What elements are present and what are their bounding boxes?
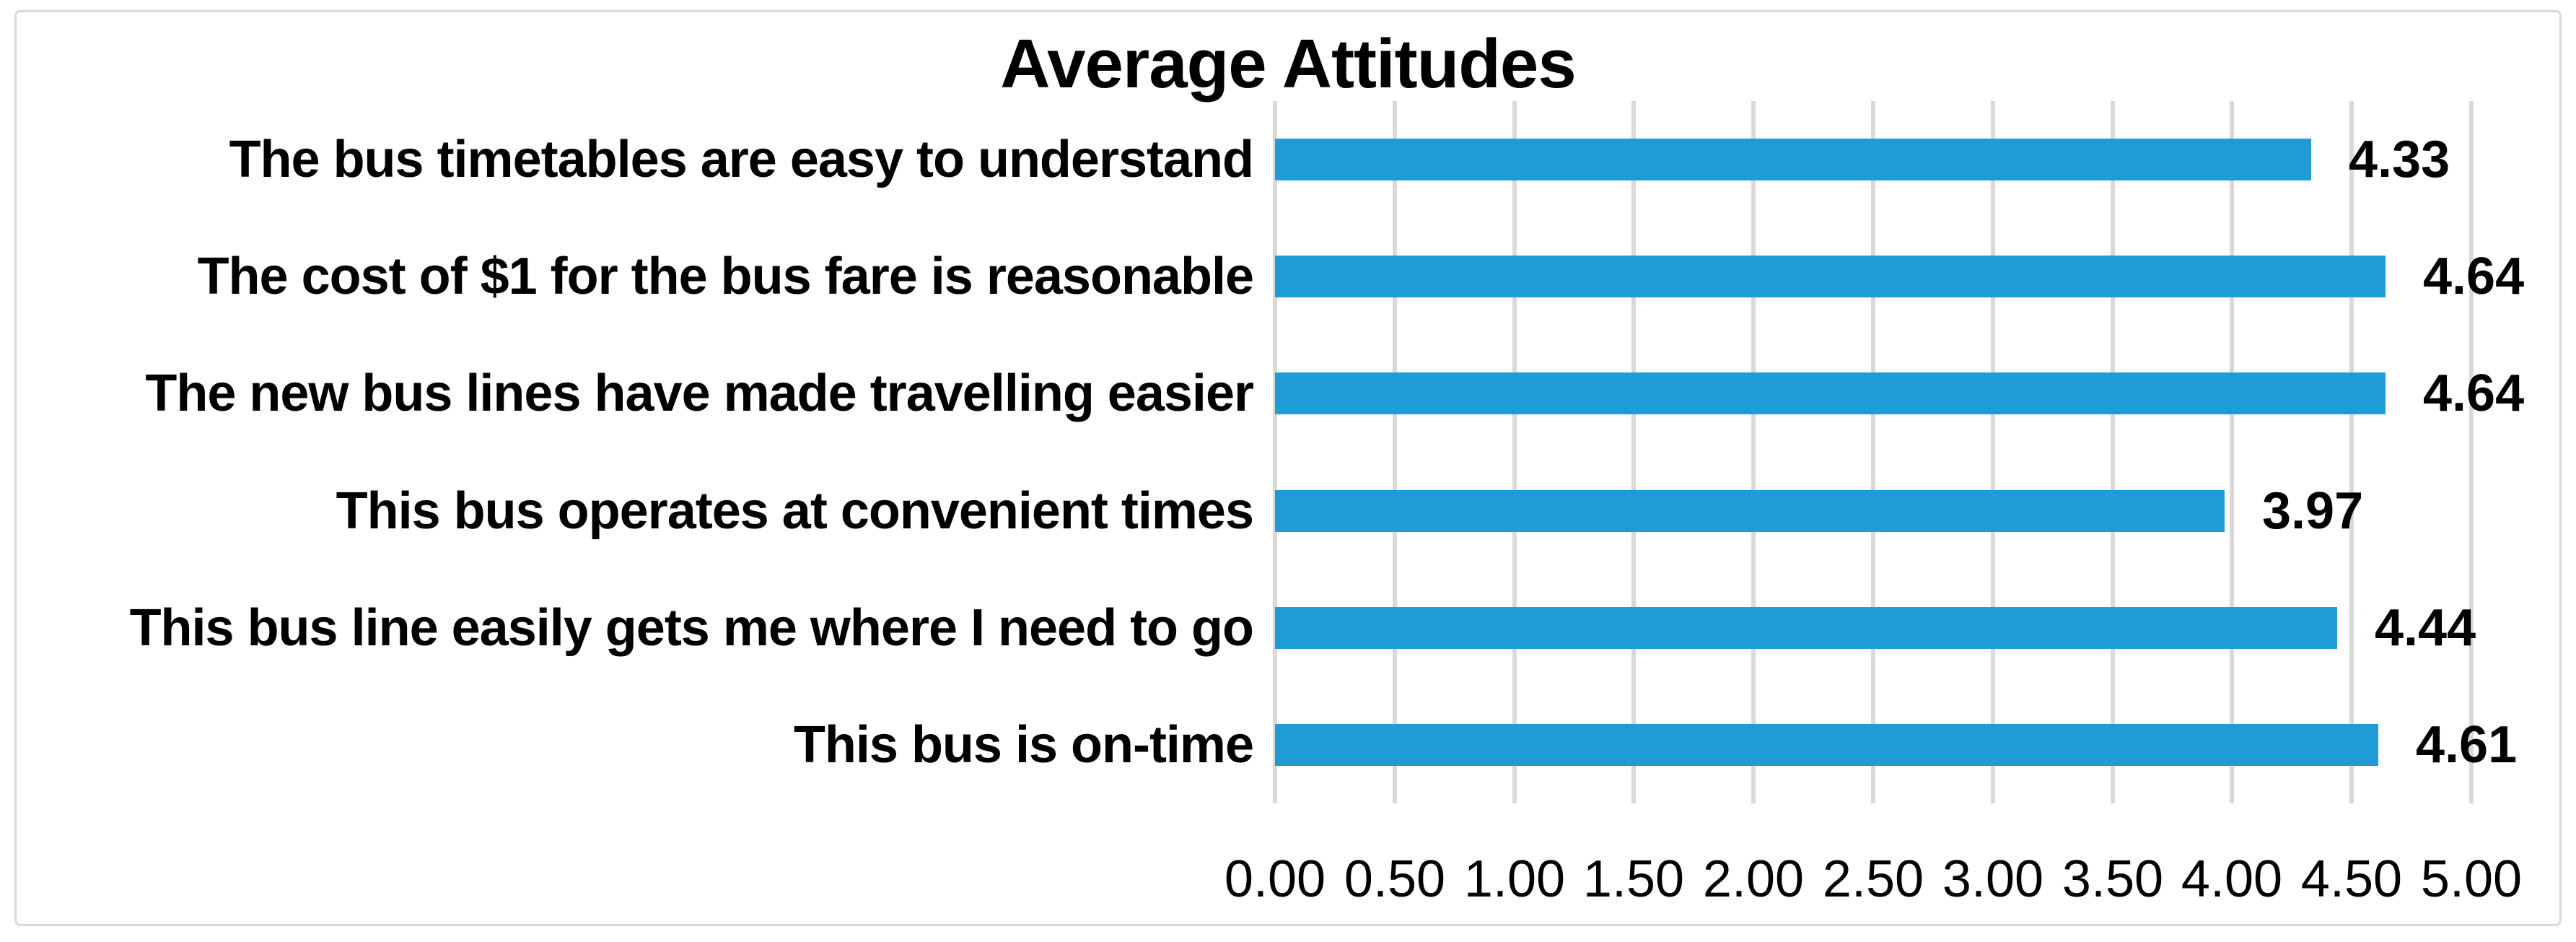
x-tick-label: 5.00 [2420,850,2523,908]
chart-title: Average Attitudes [1000,25,1576,103]
gridline [1273,101,1277,803]
x-tick-label: 1.00 [1463,850,1566,908]
value-label: 4.61 [2416,716,2518,774]
bar [1275,139,2311,180]
x-tick-label: 0.00 [1224,850,1326,908]
x-tick-label: 0.50 [1344,850,1446,908]
x-tick-label: 3.50 [2062,850,2164,908]
gridline [1631,101,1637,803]
value-label: 4.33 [2349,131,2450,188]
value-label: 4.64 [2423,365,2525,422]
value-label: 4.64 [2423,248,2525,305]
gridline [1871,101,1875,803]
gridline [2349,101,2354,803]
x-tick-label: 4.50 [2300,850,2403,908]
bar [1275,724,2378,766]
gridline [1751,101,1756,803]
category-label: The bus timetables are easy to understan… [229,131,1254,188]
gridline [1990,101,1995,803]
category-label: The cost of $1 for the bus fare is reaso… [197,248,1254,305]
value-label: 3.97 [2262,482,2364,540]
gridline [2110,101,2115,803]
value-label: 4.44 [2375,599,2476,657]
bar [1275,490,2225,532]
bar [1275,607,2337,649]
x-tick-label: 3.00 [1942,850,2044,908]
x-tick-label: 1.50 [1582,850,1685,908]
gridline [1392,101,1397,803]
x-tick-label: 2.00 [1702,850,1805,908]
gridline [2230,101,2235,803]
category-label: The new bus lines have made travelling e… [145,365,1254,422]
bar [1275,256,2386,297]
bar [1275,372,2386,414]
category-label: This bus line easily gets me where I nee… [129,599,1254,657]
category-label: This bus is on-time [793,716,1254,774]
gridline [1512,101,1517,803]
x-tick-label: 2.50 [1822,850,1924,908]
x-tick-label: 4.00 [2181,850,2283,908]
category-label: This bus operates at convenient times [336,482,1254,540]
gridline [2469,101,2474,803]
